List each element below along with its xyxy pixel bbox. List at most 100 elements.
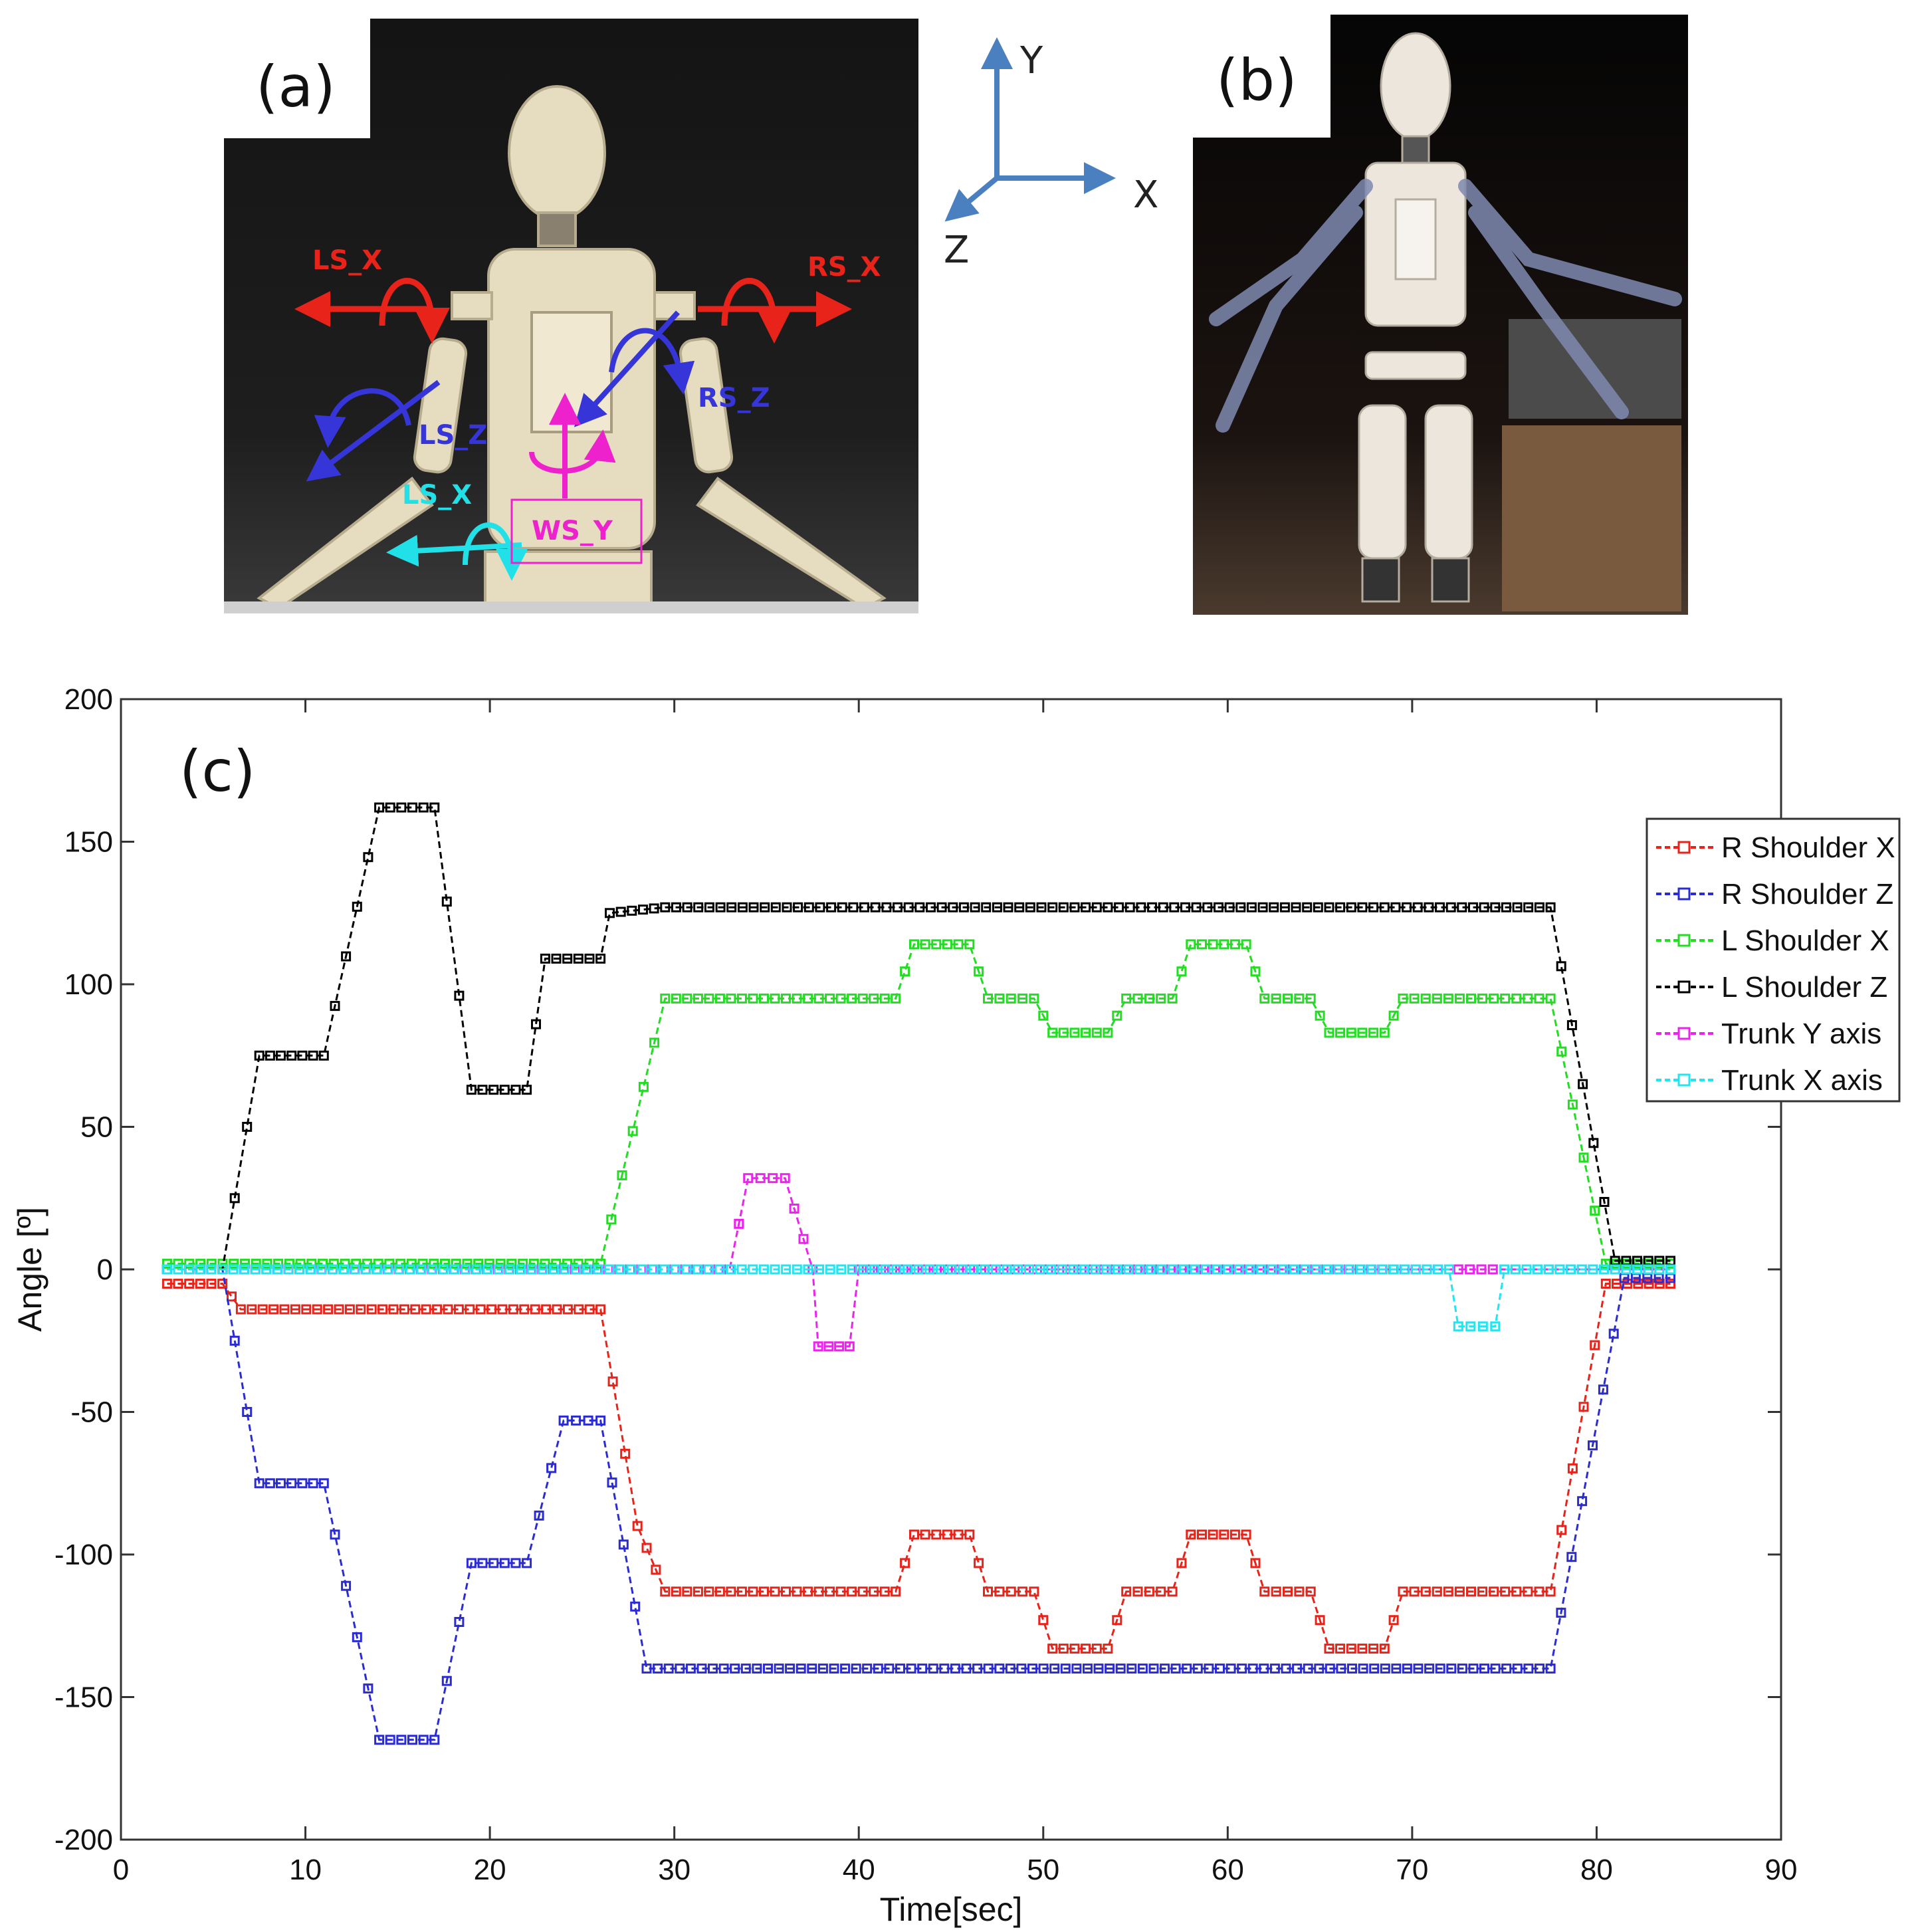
- data-point: [803, 1264, 813, 1275]
- data-point: [1347, 1664, 1357, 1674]
- data-point: [1468, 1664, 1479, 1674]
- data-point: [443, 1304, 453, 1315]
- data-point: [1235, 902, 1246, 912]
- data-point: [983, 993, 993, 1004]
- data-point: [1278, 1264, 1289, 1275]
- data-point: [466, 1085, 477, 1095]
- data-point: [1323, 1264, 1332, 1275]
- data-point: [388, 1304, 399, 1315]
- data-point: [834, 1341, 845, 1352]
- ls-x-label: LS_X: [312, 245, 382, 276]
- data-point: [1554, 1264, 1565, 1275]
- data-point: [1271, 993, 1281, 1004]
- data-point: [1500, 993, 1511, 1004]
- data-point: [1588, 1440, 1598, 1451]
- data-point: [453, 1304, 464, 1315]
- legend-swatch-marker: [1677, 887, 1691, 901]
- data-point: [692, 993, 703, 1004]
- data-point: [726, 902, 737, 912]
- data-point: [880, 1264, 891, 1275]
- data-point: [663, 1664, 674, 1674]
- data-point: [1027, 1664, 1037, 1674]
- data-point: [1379, 1027, 1390, 1038]
- data-point: [1357, 1027, 1368, 1038]
- data-point: [290, 1304, 300, 1315]
- data-point: [1368, 1027, 1379, 1038]
- data-point: [384, 1258, 395, 1269]
- data-point: [318, 1258, 328, 1269]
- data-point: [477, 1085, 488, 1095]
- data-point: [1644, 1279, 1654, 1289]
- data-point: [1024, 1264, 1034, 1275]
- data-point: [1534, 902, 1544, 912]
- data-point: [1545, 1664, 1556, 1674]
- data-point: [429, 1258, 439, 1269]
- data-point: [499, 1558, 510, 1568]
- data-point: [1600, 1279, 1611, 1289]
- data-point: [276, 1478, 286, 1489]
- data-point: [1147, 902, 1157, 912]
- data-point: [1346, 1027, 1356, 1038]
- data-point: [510, 1085, 521, 1095]
- data-point: [935, 1264, 946, 1275]
- data-point: [262, 1258, 272, 1269]
- data-point: [825, 993, 835, 1004]
- data-point: [330, 1529, 340, 1540]
- data-point: [813, 1586, 824, 1597]
- data-point: [184, 1264, 195, 1275]
- data-point: [1665, 1279, 1675, 1289]
- data-point: [410, 1304, 421, 1315]
- data-point: [942, 939, 952, 950]
- data-point: [506, 1258, 517, 1269]
- data-point: [1126, 1664, 1137, 1674]
- data-point: [641, 1543, 652, 1553]
- data-point: [681, 1264, 692, 1275]
- series-line: [167, 1283, 1671, 1650]
- data-point: [1566, 1552, 1577, 1562]
- data-point: [785, 1664, 796, 1674]
- data-point: [781, 1264, 792, 1275]
- data-point: [295, 1258, 306, 1269]
- data-point: [903, 1264, 913, 1275]
- data-point: [1313, 902, 1323, 912]
- data-point: [562, 1304, 573, 1315]
- data-point: [1465, 1321, 1476, 1332]
- data-point: [1190, 1264, 1200, 1275]
- data-point: [1420, 1586, 1431, 1597]
- data-point: [173, 1258, 183, 1269]
- x-tick-label: 60: [1212, 1854, 1244, 1886]
- data-point: [626, 1264, 637, 1275]
- data-point: [1215, 1664, 1225, 1674]
- data-point: [1191, 902, 1202, 912]
- data-point: [438, 1264, 449, 1275]
- data-point: [1081, 1644, 1091, 1654]
- data-point: [1046, 1264, 1057, 1275]
- data-point: [917, 1664, 928, 1674]
- data-point: [1156, 993, 1166, 1004]
- data-point: [682, 902, 692, 912]
- data-point: [1259, 1664, 1269, 1674]
- data-point: [318, 1050, 329, 1061]
- data-point: [352, 1632, 362, 1642]
- data-point: [418, 1735, 429, 1745]
- data-point: [1121, 1586, 1132, 1597]
- data-point: [1091, 1644, 1102, 1654]
- data-point: [1346, 1644, 1356, 1654]
- data-point: [641, 1664, 652, 1674]
- data-point: [826, 902, 837, 912]
- data-point: [1176, 966, 1187, 977]
- data-point: [1016, 1664, 1027, 1674]
- data-point: [653, 1664, 663, 1674]
- data-point: [482, 1264, 493, 1275]
- y-tick-label: 150: [64, 826, 113, 859]
- legend-entry: R Shoulder Z: [1656, 878, 1893, 911]
- x-tick-label: 50: [1027, 1854, 1059, 1886]
- series-r-shoulder-x: [161, 1279, 1675, 1654]
- data-point: [1388, 1264, 1399, 1275]
- data-point: [659, 1264, 670, 1275]
- data-point: [770, 1264, 780, 1275]
- data-point: [1013, 1264, 1023, 1275]
- data-point: [893, 902, 903, 912]
- data-point: [1002, 1264, 1012, 1275]
- data-point: [318, 1478, 329, 1489]
